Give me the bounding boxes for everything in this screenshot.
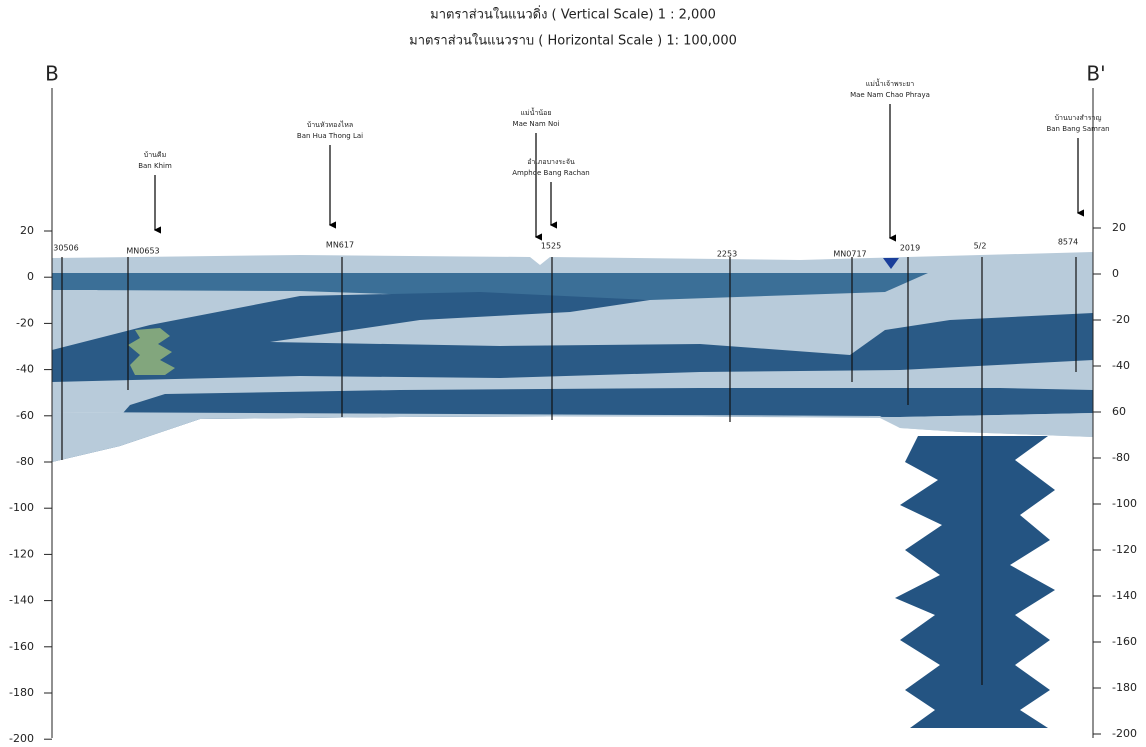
place-thai: แม่น้ำเจ้าพระยา: [866, 77, 915, 88]
section-label: B': [1086, 62, 1105, 86]
place-thai: บ้านหัวทองไหล: [307, 120, 353, 129]
place-english: Ban Hua Thong Lai: [297, 132, 363, 140]
y-tick-label: -180: [9, 686, 34, 699]
place-thai: อำเภอบางระจัน: [527, 158, 575, 166]
axes: [51, 88, 1094, 738]
y-tick-label: -100: [1112, 497, 1137, 510]
title: มาตราส่วนในแนวดิ่ง ( Vertical Scale) 1 :…: [430, 6, 716, 23]
y-tick-label: 20: [20, 224, 34, 237]
well-label: 8574: [1058, 238, 1078, 247]
place-english: Mae Nam Noi: [513, 120, 560, 128]
y-tick-label: -200: [1112, 727, 1137, 740]
y-tick-label: -160: [1112, 635, 1137, 648]
well-label: 2253: [717, 250, 737, 259]
y-tick-label: -60: [16, 409, 34, 422]
well-label: 5/2: [974, 242, 987, 251]
place-thai: บ้านคีม: [144, 151, 166, 159]
layers: [52, 252, 1093, 728]
y-tick-label: -140: [9, 594, 34, 607]
y-tick-label: 60: [1112, 405, 1126, 418]
y-tick-label: 0: [27, 270, 34, 283]
y-tick-label: -40: [1112, 359, 1130, 372]
y-tick-label: -20: [1112, 313, 1130, 326]
place-english: Mae Nam Chao Phraya: [850, 91, 930, 99]
well-label: MN0717: [833, 250, 866, 259]
y-tick-label: -180: [1112, 681, 1137, 694]
place-thai: แม่น้ำน้อย: [521, 106, 552, 117]
y-tick-label: -80: [16, 455, 34, 468]
y-tick-label: -160: [9, 640, 34, 653]
well-label: 2019: [900, 244, 920, 253]
well-label: MN617: [326, 241, 354, 250]
subtitle: มาตราส่วนในแนวราบ ( Horizontal Scale ) 1…: [409, 33, 737, 49]
section-label: B: [45, 62, 59, 86]
y-tick-label: 20: [1112, 221, 1126, 234]
y-tick-label: -100: [9, 501, 34, 514]
well-label: MN0653: [126, 247, 159, 256]
place-english: Amphoe Bang Rachan: [512, 169, 590, 177]
y-tick-label: -140: [1112, 589, 1137, 602]
y-tick-label: 0: [1112, 267, 1119, 280]
place-thai: บ้านบางสำราญ: [1055, 114, 1102, 122]
y-tick-label: -120: [1112, 543, 1137, 556]
y-tick-label: -120: [9, 547, 34, 560]
y-tick-label: -200: [9, 732, 34, 743]
well-label: 1525: [541, 242, 561, 251]
y-tick-label: -40: [16, 363, 34, 376]
well-label: 30506: [53, 244, 78, 253]
y-tick-label: -20: [16, 316, 34, 329]
place-english: Ban Bang Samran: [1046, 125, 1109, 133]
y-tick-label: -80: [1112, 451, 1130, 464]
place-english: Ban Khim: [138, 162, 172, 170]
